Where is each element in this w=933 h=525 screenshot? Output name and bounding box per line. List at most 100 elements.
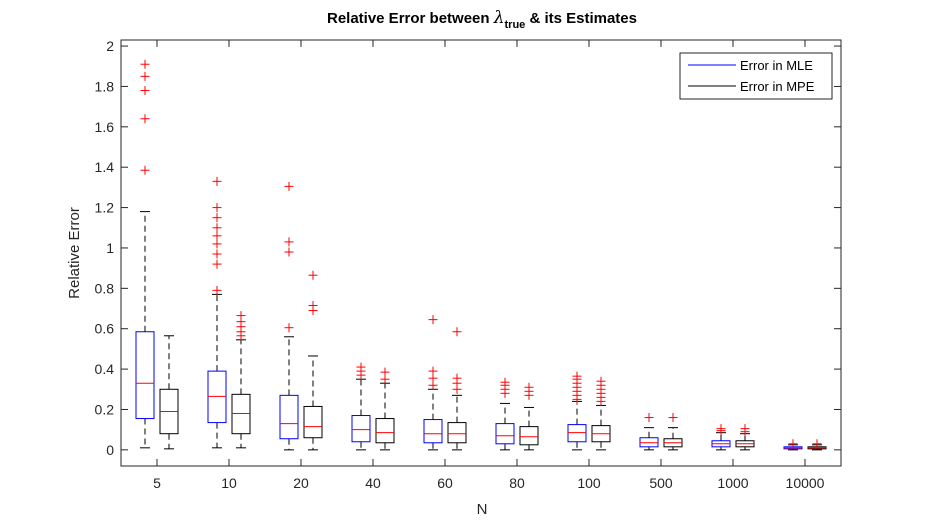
outlier-marker xyxy=(212,285,222,295)
outlier-marker xyxy=(212,176,222,186)
axes-background xyxy=(121,40,841,466)
y-tick-label: 1.6 xyxy=(95,119,115,135)
y-tick-label: 1.2 xyxy=(95,200,115,216)
outlier-marker xyxy=(308,300,318,310)
box-mle-60 xyxy=(423,315,443,451)
box-mpe-10000 xyxy=(807,439,827,451)
y-axis-label: Relative Error xyxy=(66,207,83,299)
x-tick-label: 10 xyxy=(221,475,237,491)
plot-area: 0 0.2 0.4 0.6 0.8 1 1.2 1.4 1.6 1.8 2 5 10 20 40 60 80 1… xyxy=(95,38,842,491)
box-mle-100 xyxy=(567,371,587,451)
x-tick-label: 5 xyxy=(153,475,161,491)
x-tick-label: 10000 xyxy=(786,475,825,491)
outlier-marker xyxy=(644,413,654,423)
box-mle-5 xyxy=(135,59,155,449)
outlier-marker xyxy=(212,223,222,233)
box-mle-1000 xyxy=(711,424,731,451)
outlier-marker xyxy=(284,247,294,257)
x-tick-label: 60 xyxy=(437,475,453,491)
x-tick-label: 20 xyxy=(293,475,309,491)
y-tick-label: 1.4 xyxy=(95,159,115,175)
iqr-box xyxy=(375,418,395,444)
y-tick-label: 1 xyxy=(106,240,114,256)
outlier-marker xyxy=(140,114,150,124)
iqr-box xyxy=(231,393,251,435)
legend: Error in MLE Error in MPE xyxy=(679,52,833,100)
outlier-marker xyxy=(572,371,582,381)
outlier-marker xyxy=(452,327,462,337)
legend-box xyxy=(679,52,833,100)
y-tick-label: 0 xyxy=(106,442,114,458)
box-mpe-500 xyxy=(663,413,683,451)
outlier-marker xyxy=(140,85,150,95)
iqr-box xyxy=(519,426,539,446)
outlier-marker xyxy=(668,413,678,423)
outlier-marker xyxy=(212,203,222,213)
box-mpe-10 xyxy=(231,311,251,449)
y-tick-label: 0.8 xyxy=(95,280,115,296)
legend-label-mle: Error in MLE xyxy=(740,58,813,73)
x-tick-label: 80 xyxy=(509,475,525,491)
outlier-marker xyxy=(212,239,222,249)
iqr-box xyxy=(351,415,371,443)
iqr-box xyxy=(447,422,467,444)
outlier-marker xyxy=(500,377,510,387)
outlier-marker xyxy=(380,367,390,377)
x-tick-label: 1000 xyxy=(717,475,748,491)
outlier-marker xyxy=(812,439,822,449)
iqr-box xyxy=(639,437,659,448)
y-tick-label: 2 xyxy=(106,38,114,54)
outlier-marker xyxy=(452,373,462,383)
outlier-marker xyxy=(740,424,750,434)
legend-label-mpe: Error in MPE xyxy=(740,79,815,94)
outlier-marker xyxy=(140,165,150,175)
chart-title: Relative Error between λtrue & its Estim… xyxy=(327,8,637,31)
iqr-box xyxy=(135,331,155,420)
y-tick-label: 1.8 xyxy=(95,78,115,94)
iqr-box xyxy=(207,370,227,424)
outlier-marker xyxy=(140,59,150,69)
outlier-marker xyxy=(284,323,294,333)
x-axis-ticks: 5 10 20 40 60 80 100 500 1000 10000 xyxy=(153,40,825,491)
axes-box xyxy=(120,39,842,467)
outlier-marker xyxy=(524,382,534,392)
outlier-marker xyxy=(356,362,366,372)
box-mpe-60 xyxy=(447,327,467,451)
box-mle-500 xyxy=(639,413,659,451)
outlier-marker xyxy=(788,439,798,449)
outlier-marker xyxy=(284,181,294,191)
box-mpe-20 xyxy=(303,270,323,451)
box-mle-20 xyxy=(279,181,299,451)
iqr-box xyxy=(567,424,587,443)
y-tick-label: 0.6 xyxy=(95,321,115,337)
outlier-marker xyxy=(140,71,150,81)
outlier-marker xyxy=(284,237,294,247)
iqr-box xyxy=(495,423,515,445)
x-axis-label: N xyxy=(477,501,488,518)
box-mpe-100 xyxy=(591,376,611,451)
box-mle-10000 xyxy=(783,439,803,451)
y-tick-label: 0.4 xyxy=(95,361,115,377)
y-axis-ticks: 0 0.2 0.4 0.6 0.8 1 1.2 1.4 1.6 1.8 2 xyxy=(95,38,841,458)
iqr-box xyxy=(279,394,299,440)
outlier-marker xyxy=(428,366,438,376)
outlier-marker xyxy=(212,213,222,223)
iqr-box xyxy=(423,419,443,444)
x-tick-label: 100 xyxy=(577,475,601,491)
box-mpe-1000 xyxy=(735,424,755,451)
data-marks xyxy=(135,59,827,451)
outlier-marker xyxy=(212,249,222,259)
box-mpe-5 xyxy=(159,335,179,450)
box-mle-10 xyxy=(207,176,227,449)
outlier-marker xyxy=(428,315,438,325)
outlier-marker xyxy=(212,259,222,269)
outlier-marker xyxy=(308,270,318,280)
box-mle-80 xyxy=(495,377,515,451)
x-tick-label: 40 xyxy=(365,475,381,491)
x-tick-label: 500 xyxy=(649,475,673,491)
outlier-marker xyxy=(596,376,606,386)
box-mle-40 xyxy=(351,362,371,451)
outlier-marker xyxy=(236,311,246,321)
outlier-marker xyxy=(716,424,726,434)
